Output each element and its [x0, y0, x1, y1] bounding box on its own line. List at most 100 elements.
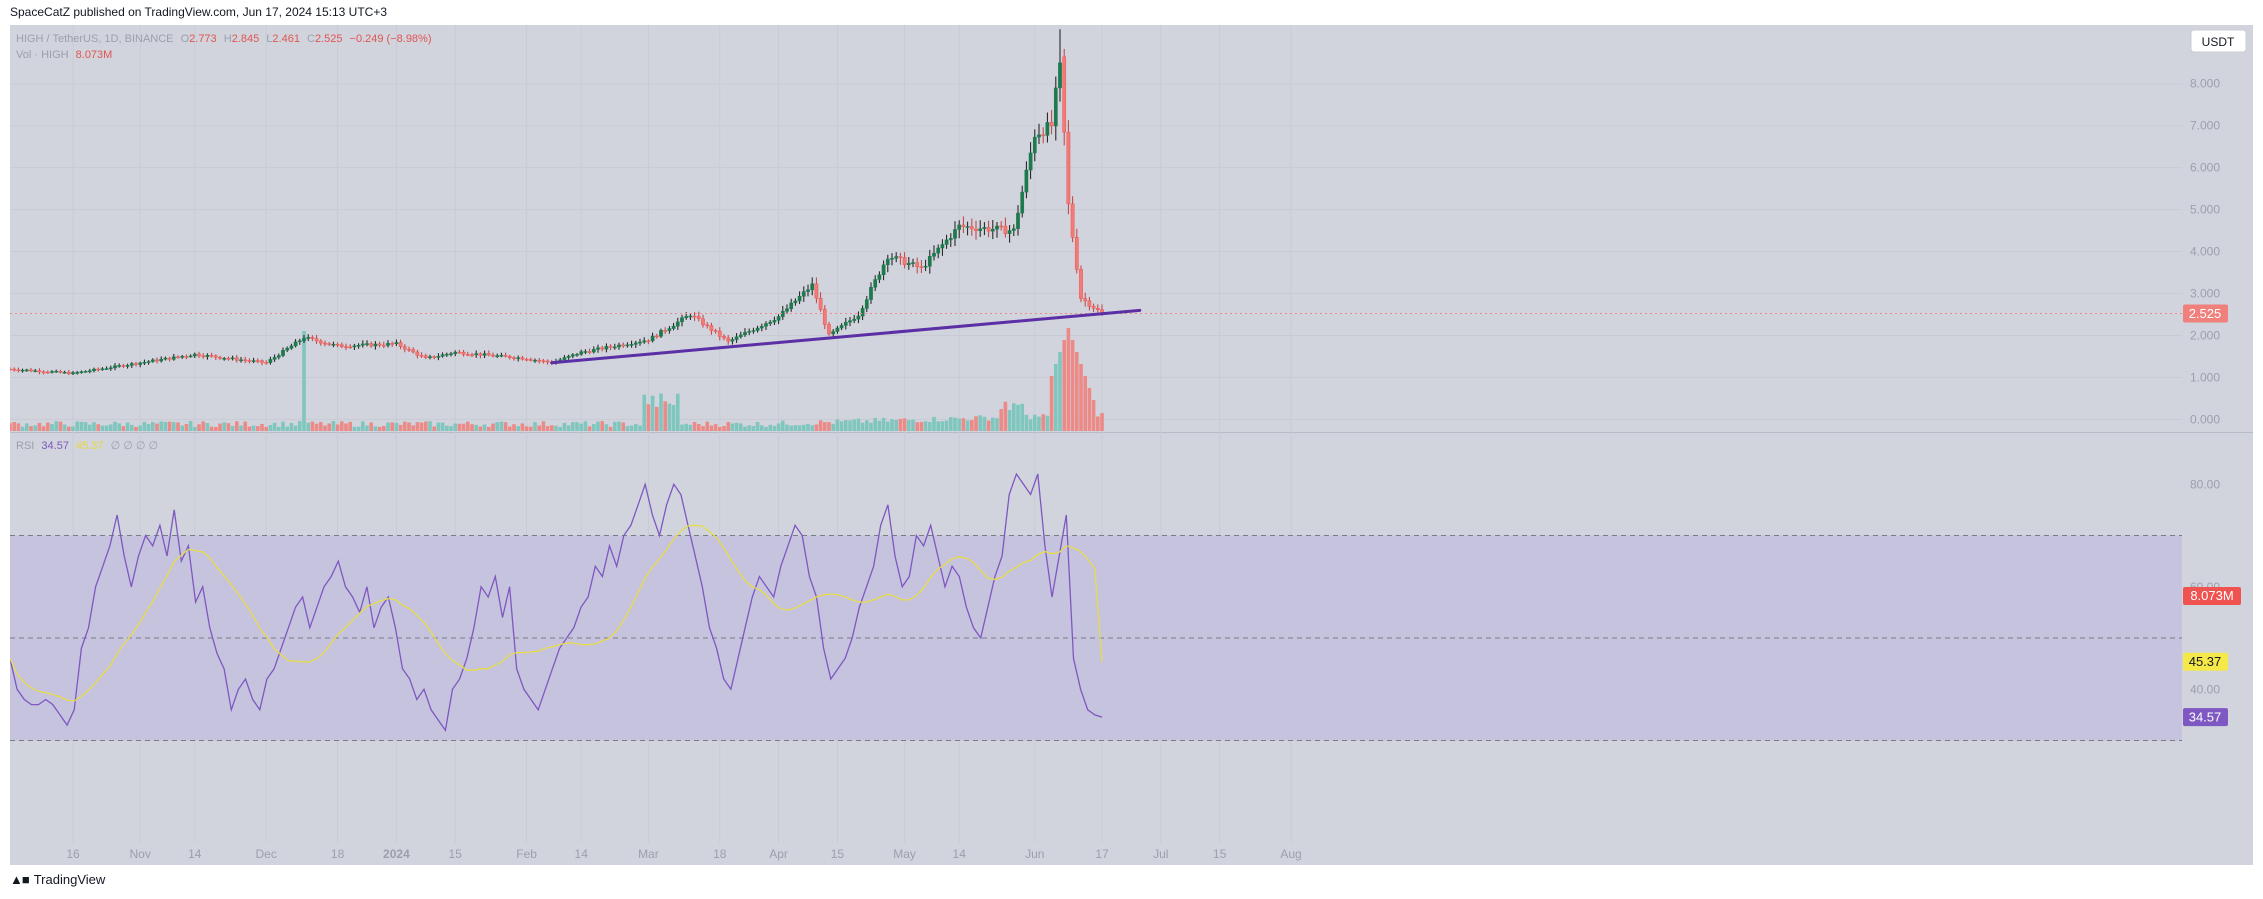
candle-body [180, 356, 185, 358]
candle-body [117, 365, 122, 367]
candle-body [948, 238, 953, 241]
candle-body [864, 299, 869, 309]
candle-body [906, 262, 911, 266]
candle-body [125, 365, 130, 367]
candle-body [1062, 56, 1067, 133]
candle-body [638, 341, 642, 344]
volume-bar [709, 425, 714, 431]
volume-bar [268, 424, 273, 431]
volume-bar [659, 393, 663, 431]
candle-body [394, 342, 399, 345]
candle-body [898, 256, 903, 258]
candle-body [138, 362, 143, 365]
candle-body [953, 229, 957, 239]
candle-body [965, 226, 970, 228]
volume-bar [730, 423, 735, 431]
candle-body [289, 345, 294, 349]
volume-bar [424, 421, 428, 431]
volume-bar [1016, 404, 1020, 431]
candle-body [646, 340, 651, 343]
candle-body [150, 359, 155, 362]
candle-body [969, 226, 974, 230]
volume-bar [361, 421, 365, 431]
candle-body [1028, 152, 1033, 171]
candle-body [591, 349, 596, 353]
candle-body [33, 370, 38, 372]
time-axis[interactable]: 16 Nov 14 Dec 18 2024 15 Feb 14 Mar 18 Apr 15 May 14 Ju… [66, 847, 1301, 861]
volume-bar [138, 425, 142, 431]
chart-canvas[interactable]: 8.000 7.000 6.000 5.000 4.000 3.000 2.000 1.000… [10, 25, 2253, 865]
candle-body [92, 368, 96, 372]
price-axis[interactable]: 8.000 7.000 6.000 5.000 4.000 3.000 2.000 1.000… [2190, 77, 2220, 427]
volume-bar [638, 425, 642, 431]
volume-bar [642, 394, 646, 431]
price-pane[interactable] [10, 25, 2253, 432]
candle-body [213, 355, 218, 358]
candle-body [411, 349, 416, 353]
volume-bar [29, 426, 33, 431]
candle-body [12, 368, 17, 371]
candle-body [860, 308, 865, 317]
candle-body [276, 355, 281, 358]
candle-body [184, 356, 189, 358]
currency-button[interactable]: USDT [2190, 29, 2247, 53]
volume-bar [545, 426, 550, 431]
volume-bar [415, 422, 420, 431]
volume-bar [541, 421, 546, 431]
volume-bar [100, 425, 105, 431]
candle-body [482, 353, 487, 356]
price-tick-label: 1.000 [2190, 370, 2220, 384]
candle-body [570, 354, 575, 357]
candle-body [974, 228, 978, 232]
volume-bar [1028, 419, 1033, 431]
volume-bar [760, 425, 764, 431]
volume-bar [109, 424, 113, 431]
volume-bar [608, 426, 613, 431]
chart-frame[interactable]: 8.000 7.000 6.000 5.000 4.000 3.000 2.000 1.000… [10, 25, 2253, 865]
volume-bar [575, 422, 579, 431]
candle-body [911, 262, 915, 264]
candle-body [83, 371, 88, 373]
volume-bar [398, 424, 403, 431]
candle-body [104, 368, 109, 370]
candle-body [978, 228, 983, 232]
candle-body [961, 224, 966, 227]
candle-body [444, 353, 449, 356]
volume-bar [482, 424, 487, 431]
volume-bar [281, 421, 285, 431]
candle-body [894, 256, 899, 259]
candle-body [16, 369, 21, 372]
volume-bar [1045, 415, 1050, 431]
volume-bar [1049, 376, 1054, 431]
candle-body [671, 325, 676, 329]
candle-body [356, 345, 361, 347]
candle-body [768, 321, 773, 324]
volume-bar [457, 423, 462, 431]
price-tick-label: 4.000 [2190, 245, 2220, 259]
volume-bars [10, 328, 1104, 431]
volume-bar [634, 423, 638, 431]
volume-bar [986, 420, 991, 431]
volume-bar [499, 421, 504, 431]
volume-bar [726, 422, 730, 431]
low-value: 2.461 [272, 33, 300, 45]
candle-body [373, 343, 378, 347]
trendline[interactable] [550, 308, 1142, 365]
volume-bar [936, 421, 940, 431]
candle-body [1091, 306, 1096, 309]
tradingview-brand[interactable]: ▲■ TradingView [10, 872, 105, 887]
volume-bar [806, 423, 810, 431]
volume-bar [1070, 340, 1075, 431]
volume-bar [1003, 401, 1008, 431]
candle-body [432, 356, 437, 358]
time-tick-label: Aug [1280, 847, 1301, 861]
candle-body [1053, 87, 1058, 127]
volume-bar [663, 401, 667, 431]
currency-button-label[interactable]: USDT [2202, 35, 2235, 49]
volume-bar [646, 404, 651, 431]
candle-body [503, 354, 508, 357]
price-tick-label: 3.000 [2190, 287, 2220, 301]
candle-body [848, 320, 852, 323]
volume-bar [907, 420, 911, 431]
candle-body [995, 225, 999, 230]
